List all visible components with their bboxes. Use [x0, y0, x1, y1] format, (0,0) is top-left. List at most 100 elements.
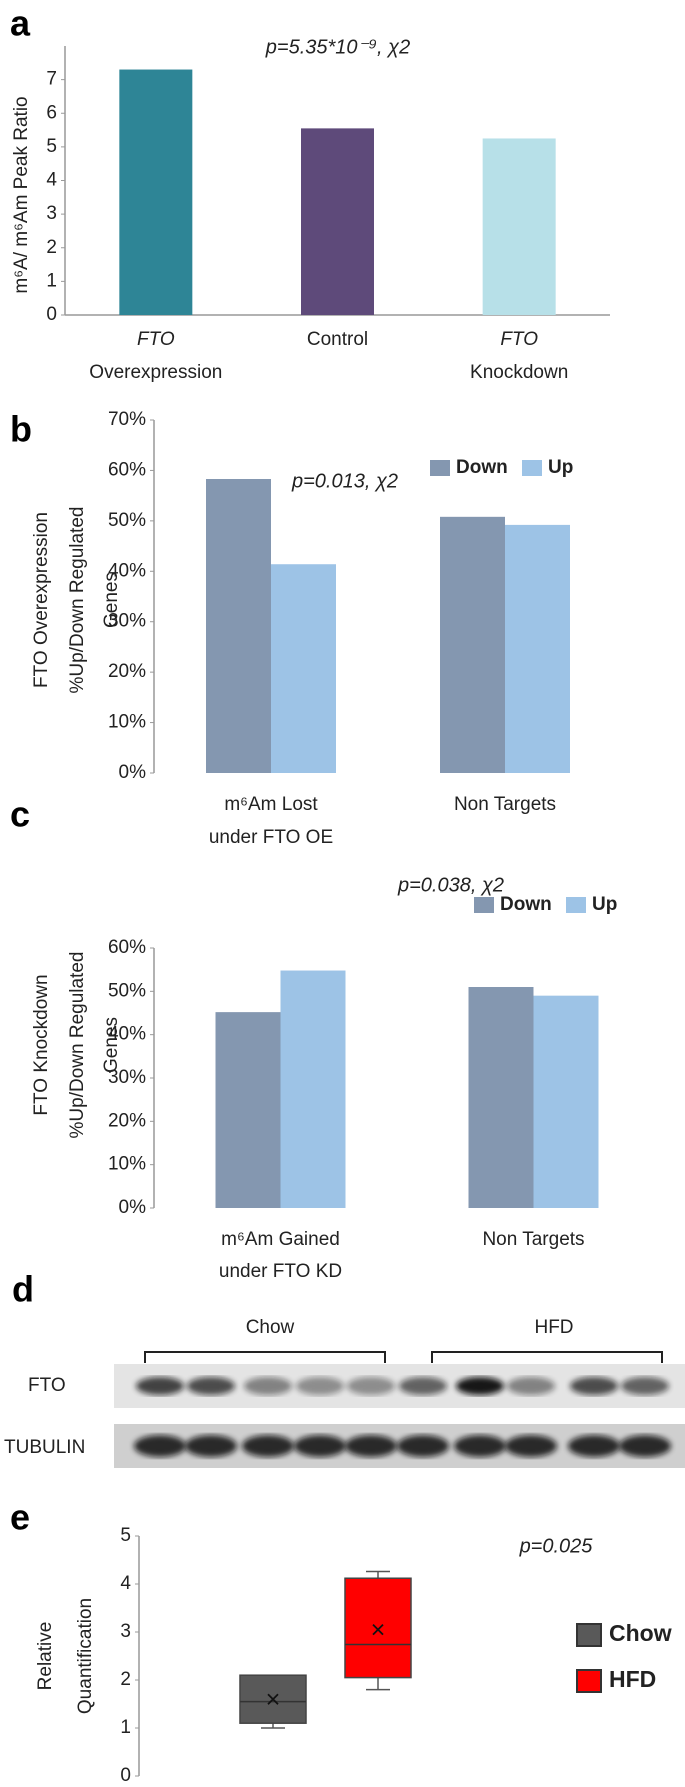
blot-band — [454, 1435, 506, 1457]
y-axis-label: FTO Overexpression — [31, 512, 52, 688]
y-tick-label: 0% — [119, 1197, 147, 1218]
bracket — [431, 1351, 663, 1363]
blot-band — [185, 1435, 237, 1457]
panel-letter: e — [10, 1497, 30, 1538]
row-label: FTO — [28, 1375, 66, 1396]
panel-letter: d — [12, 1269, 34, 1310]
row-label: TUBULIN — [4, 1437, 85, 1458]
group-label: Chow — [246, 1317, 295, 1338]
y-tick-label: 30% — [108, 1067, 146, 1088]
y-tick-label: 0 — [46, 304, 57, 325]
y-tick-label: 0% — [119, 762, 147, 783]
panel-letter: c — [10, 794, 30, 835]
blot-band — [296, 1377, 344, 1395]
y-tick-label: 10% — [108, 712, 146, 733]
blot-band — [621, 1377, 669, 1395]
legend-swatch — [576, 1669, 602, 1693]
y-axis-label: Genes — [101, 572, 122, 628]
y-tick-label: 60% — [108, 937, 146, 958]
y-tick-label: 5 — [120, 1525, 131, 1546]
x-tick-label: FTO — [137, 329, 175, 350]
legend-label: Up — [548, 457, 573, 478]
bar — [206, 479, 271, 773]
blot-band — [244, 1377, 292, 1395]
group-label: HFD — [534, 1317, 573, 1338]
y-tick-label: 2 — [120, 1669, 131, 1690]
bracket — [144, 1351, 386, 1363]
blot-band — [136, 1377, 184, 1395]
blot-band — [294, 1435, 346, 1457]
y-tick-label: 2 — [46, 237, 57, 258]
y-axis-label: Relative — [35, 1622, 56, 1691]
y-tick-label: 6 — [46, 102, 57, 123]
y-tick-label: 20% — [108, 661, 146, 682]
y-tick-label: 50% — [108, 510, 146, 531]
y-tick-label: 40% — [108, 1024, 146, 1045]
x-tick-label: Knockdown — [470, 362, 568, 383]
blot-band — [134, 1435, 186, 1457]
blot-bands — [134, 1377, 671, 1457]
bar — [119, 69, 193, 315]
y-tick-label: 20% — [108, 1110, 146, 1131]
blot-band — [507, 1377, 555, 1395]
bar — [505, 524, 570, 773]
y-tick-label: 0 — [120, 1765, 131, 1786]
y-tick-label: 1 — [120, 1717, 131, 1738]
blot-band — [399, 1377, 447, 1395]
blot-band — [242, 1435, 294, 1457]
blot-band — [347, 1377, 395, 1395]
bar — [468, 987, 534, 1208]
x-tick-label: Control — [307, 329, 368, 350]
bar — [440, 516, 505, 773]
panel-letter: a — [10, 3, 31, 44]
y-axis-label: FTO Knockdown — [31, 974, 52, 1115]
y-tick-label: 3 — [120, 1621, 131, 1642]
legend-swatch — [474, 897, 494, 913]
x-tick-label: FTO — [500, 329, 538, 350]
y-tick-label: 70% — [108, 409, 146, 430]
y-tick-label: 7 — [46, 69, 57, 90]
bar — [215, 1012, 281, 1208]
legend-label: Up — [592, 894, 617, 915]
legend-swatch — [430, 460, 450, 476]
y-tick-label: 10% — [108, 1154, 146, 1175]
annotation: p=0.025 — [519, 1535, 594, 1557]
panel-letter: b — [10, 409, 32, 450]
y-tick-label: 4 — [120, 1573, 131, 1594]
chart-title: p=0.013, χ2 — [291, 470, 398, 492]
y-tick-label: 40% — [108, 560, 146, 581]
blot-band — [456, 1377, 504, 1395]
bar — [301, 128, 374, 315]
y-axis-label: %Up/Down Regulated — [67, 952, 88, 1139]
box — [344, 1577, 412, 1679]
x-tick-label: m⁶Am Lost — [224, 794, 318, 815]
legend-swatch — [576, 1623, 602, 1647]
legend-label: HFD — [609, 1666, 656, 1692]
blot-band — [568, 1435, 620, 1457]
y-tick-label: 1 — [46, 270, 57, 291]
x-tick-label: Non Targets — [482, 1229, 584, 1250]
blot-band — [505, 1435, 557, 1457]
y-tick-label: 60% — [108, 459, 146, 480]
blot-band — [187, 1377, 235, 1395]
legend-label: Down — [456, 457, 508, 478]
x-tick-label: Overexpression — [89, 362, 222, 383]
blot-band — [397, 1435, 449, 1457]
x-tick-label: under FTO OE — [209, 827, 333, 848]
y-tick-label: 5 — [46, 136, 57, 157]
chart-title: p=0.038, χ2 — [397, 874, 504, 896]
legend-swatch — [522, 460, 542, 476]
y-axis-label: m⁶A/ m⁶Am Peak Ratio — [11, 96, 32, 293]
y-axis-label: Genes — [101, 1017, 122, 1073]
chart-title: p=5.35*10⁻⁹, χ2 — [265, 36, 410, 58]
mean-marker — [372, 1623, 384, 1636]
mean-marker — [267, 1693, 279, 1705]
legend-label: Down — [500, 894, 552, 915]
x-tick-label: Non Targets — [454, 794, 556, 815]
blot-band — [345, 1435, 397, 1457]
legend-swatch — [566, 897, 586, 913]
y-axis-label: %Up/Down Regulated — [67, 507, 88, 694]
bar — [533, 995, 599, 1208]
bar — [271, 564, 336, 773]
